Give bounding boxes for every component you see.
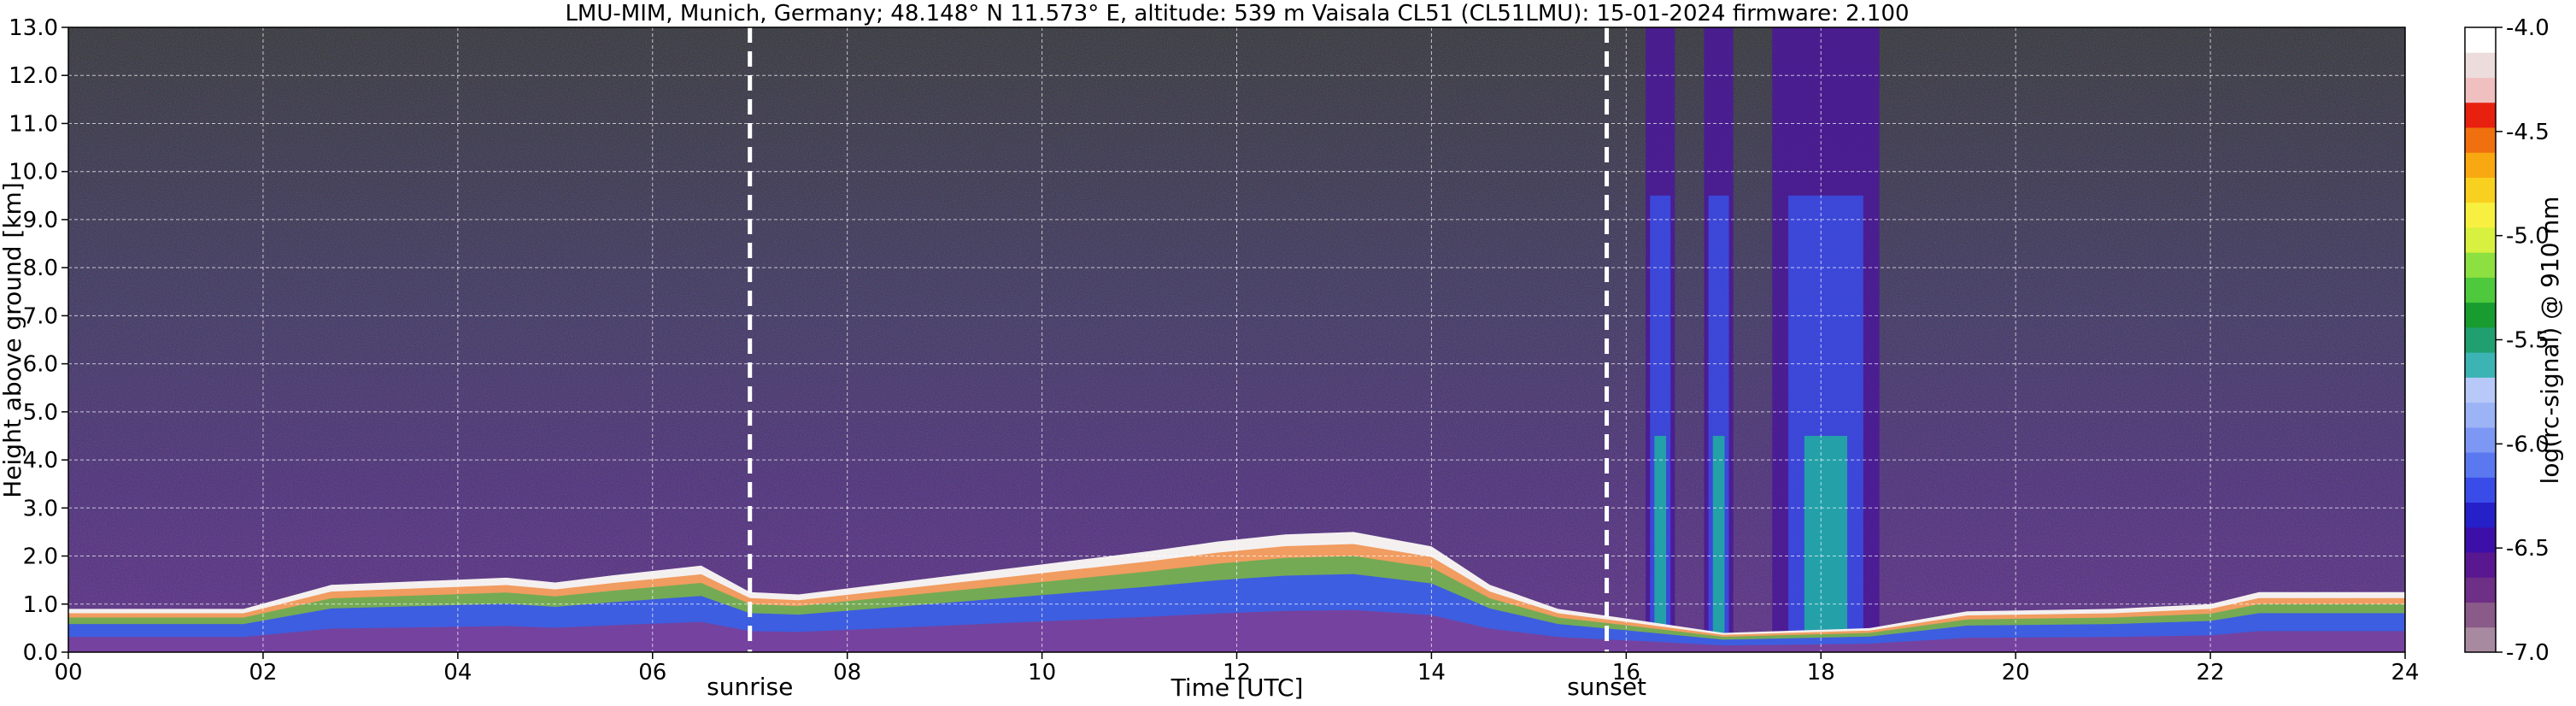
colorbar-tick-label: -6.5 [2506, 536, 2550, 562]
y-tick-label: 0.0 [23, 640, 58, 666]
signal-column-inner [1654, 435, 1667, 652]
y-tick-label: 2.0 [23, 544, 58, 570]
x-tick-label: 22 [2197, 660, 2225, 685]
colorbar-tick-label: -4.0 [2506, 15, 2550, 41]
colorbar: -4.0 -4.5 -5.0 -5.5 -6.0 -6.5 -7.0 [2464, 15, 2550, 666]
y-tick-label: 7.0 [23, 303, 58, 329]
x-tick-label: 06 [638, 660, 666, 685]
colorbar-swatch [2465, 427, 2496, 453]
y-tick-label: 11.0 [9, 111, 58, 137]
signal-column-inner [1804, 435, 1848, 652]
colorbar-swatch [2465, 227, 2496, 253]
colorbar-swatch [2465, 252, 2496, 278]
colorbar-swatch [2465, 527, 2496, 553]
colorbar-swatch [2465, 77, 2496, 103]
colorbar-swatch [2465, 177, 2496, 203]
colorbar-swatch [2465, 126, 2496, 153]
x-tick-label: 00 [54, 660, 82, 685]
colorbar-tick-label: -5.0 [2506, 224, 2550, 250]
colorbar-swatch [2465, 52, 2496, 78]
y-tick-label: 3.0 [23, 496, 58, 521]
colorbar-label: log(rc-signal) @ 910 nm [2536, 197, 2564, 485]
y-tick-label: 4.0 [23, 448, 58, 474]
y-tick-label: 12.0 [9, 63, 58, 89]
y-tick-label: 6.0 [23, 352, 58, 378]
x-tick-label: 04 [443, 660, 472, 685]
y-tick-label: 13.0 [9, 15, 58, 41]
colorbar-swatch [2465, 327, 2496, 353]
y-tick-label: 1.0 [23, 592, 58, 618]
colorbar-swatch [2465, 352, 2496, 378]
x-axis-label: Time [UTC] [1171, 674, 1304, 702]
colorbar-swatch [2465, 627, 2496, 653]
colorbar-swatch [2465, 477, 2496, 503]
colorbar-swatch [2465, 102, 2496, 128]
y-tick-label: 5.0 [23, 400, 58, 426]
x-tick-label: 16 [1612, 660, 1640, 685]
x-tick-label: 14 [1417, 660, 1446, 685]
colorbar-swatch [2465, 577, 2496, 603]
annotation-label: sunrise [707, 673, 793, 701]
colorbar-swatch [2465, 552, 2496, 578]
y-tick-label: 10.0 [9, 160, 58, 185]
colorbar-swatch [2465, 452, 2496, 478]
x-tick-label: 20 [2002, 660, 2030, 685]
x-tick-label: 24 [2391, 660, 2419, 685]
colorbar-swatch [2465, 202, 2496, 228]
colorbar-tick-label: -7.0 [2506, 640, 2550, 666]
colorbar-tick-label: -4.5 [2506, 120, 2550, 145]
x-tick-label: 08 [833, 660, 861, 685]
aerosol-layer-core [68, 609, 2405, 652]
y-tick-label: 8.0 [23, 256, 58, 281]
colorbar-swatch [2465, 27, 2496, 53]
colorbar-swatch [2465, 377, 2496, 403]
colorbar-tick-label: -6.0 [2506, 432, 2550, 457]
x-axis: 00 02 04 06 08 10 12 14 16 18 20 22 24 [54, 652, 2420, 685]
colorbar-swatch [2465, 502, 2496, 528]
annotation-lines: sunrise sunset [707, 27, 1646, 701]
colorbar-swatch [2465, 277, 2496, 303]
y-tick-label: 9.0 [23, 208, 58, 233]
x-tick-label: 10 [1028, 660, 1056, 685]
chart-title: LMU-MIM, Munich, Germany; 48.148° N 11.5… [565, 1, 1909, 26]
grid-lines [67, 26, 2406, 653]
colorbar-swatch [2465, 302, 2496, 328]
colorbar-tick-label: -5.5 [2506, 328, 2550, 354]
signal-column-inner [1712, 435, 1725, 652]
y-axis-label: Height above ground [km] [0, 182, 26, 498]
y-axis: 0.0 1.0 2.0 3.0 4.0 5.0 6.0 7.0 8.0 9.0 10.0 11.0 12… [9, 15, 68, 666]
colorbar-swatch [2465, 602, 2496, 628]
x-tick-label: 18 [1807, 660, 1835, 685]
x-tick-label: 02 [249, 660, 277, 685]
colorbar-swatch [2465, 152, 2496, 178]
annotation-label: sunset [1567, 673, 1646, 701]
colorbar-swatch [2465, 402, 2496, 428]
x-tick-label: 12 [1223, 660, 1251, 685]
